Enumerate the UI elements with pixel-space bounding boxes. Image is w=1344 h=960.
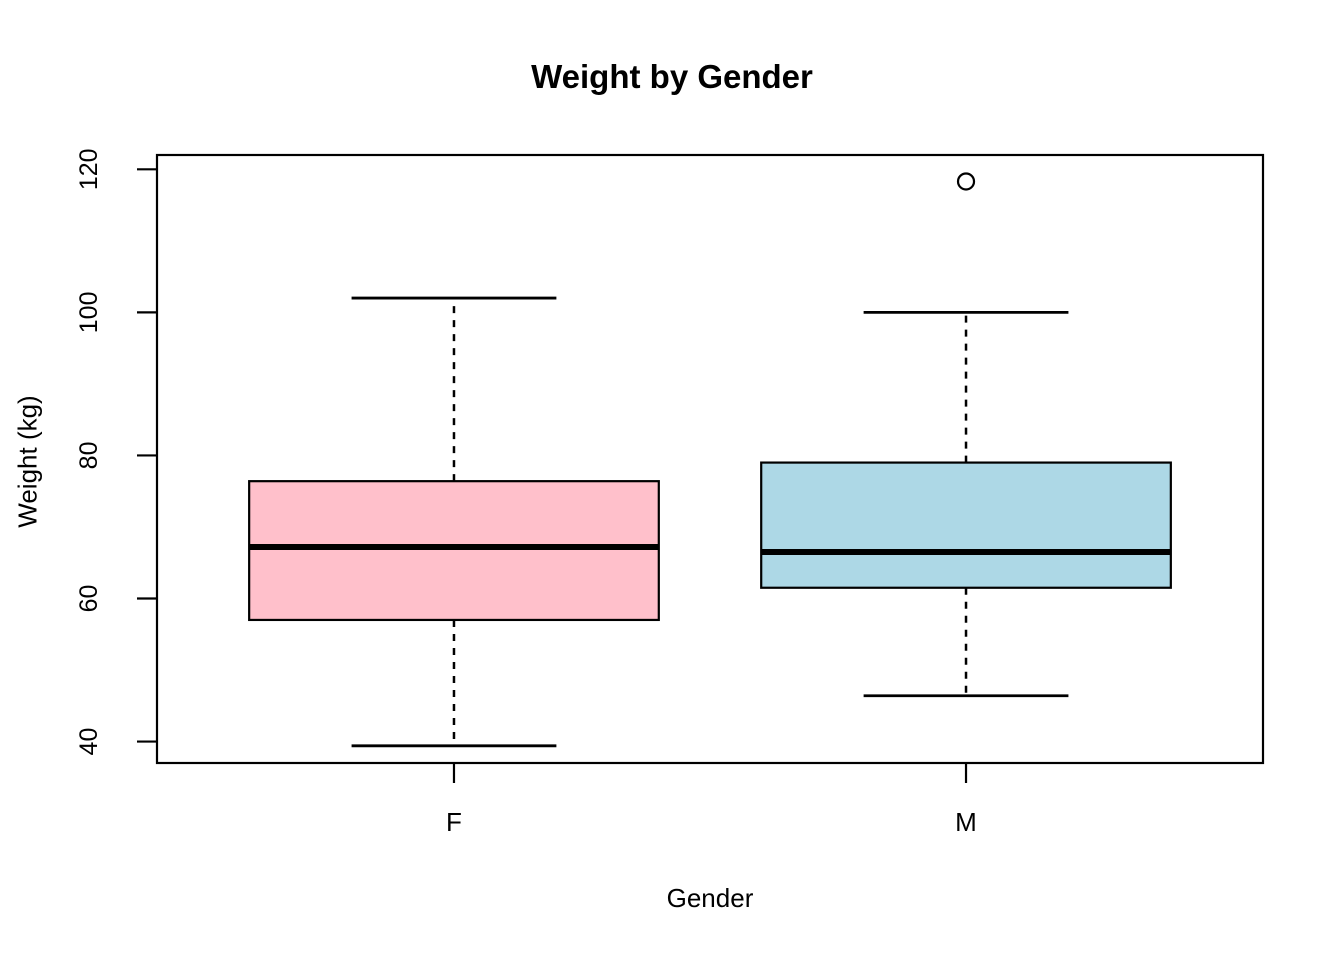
- x-axis-tick-label-F: F: [446, 807, 462, 837]
- plot-border: [155, 153, 1265, 765]
- x-axis-tick-label-M: M: [955, 807, 977, 837]
- y-axis-tick-label: 40: [75, 728, 103, 756]
- y-axis-tick-label: 100: [75, 292, 103, 334]
- chart-title: Weight by Gender: [531, 58, 813, 95]
- iqr-box-M: [760, 461, 1172, 589]
- y-axis-tick-label: 120: [75, 148, 103, 190]
- x-axis-title: Gender: [666, 883, 754, 913]
- iqr-box-F: [248, 480, 660, 622]
- y-axis-tick-label: 60: [75, 585, 103, 613]
- y-axis-tick-label: 80: [75, 442, 103, 470]
- outlier-point-M: [956, 172, 976, 191]
